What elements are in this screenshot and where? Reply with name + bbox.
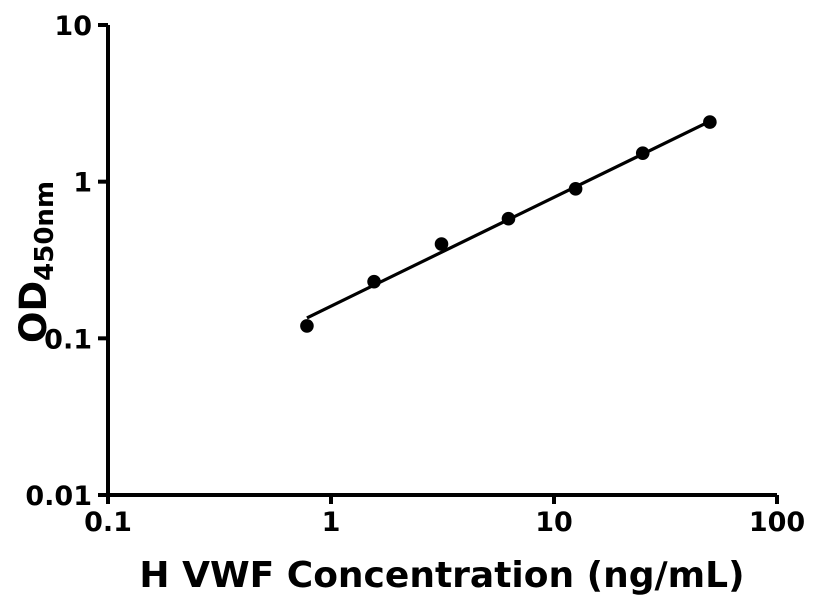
- x-tick-label: 0.1: [84, 507, 132, 538]
- data-point: [568, 182, 583, 196]
- data-point: [367, 274, 381, 289]
- x-axis-label: H VWF Concentration (ng/mL): [139, 555, 744, 596]
- x-tick-label: 100: [749, 507, 805, 538]
- axes: [106, 25, 777, 497]
- y-tick-label: 0.1: [44, 324, 92, 355]
- x-axis-ticks: 0.1 1 10 100: [84, 495, 805, 538]
- y-tick-label: 0.01: [25, 481, 92, 512]
- x-tick-label: 10: [535, 507, 573, 538]
- data-point: [434, 237, 449, 251]
- y-axis-label: OD450nm: [12, 181, 60, 343]
- y-tick-label: 10: [54, 11, 92, 42]
- y-axis-label-subscript: 450nm: [30, 181, 60, 281]
- data-point: [501, 211, 516, 226]
- data-point: [635, 146, 650, 160]
- y-axis-ticks: 0.01 0.1 1 10: [25, 11, 108, 512]
- x-tick-label: 1: [322, 507, 341, 538]
- data-point: [300, 319, 314, 333]
- data-point: [703, 115, 717, 129]
- data-series: [300, 115, 717, 333]
- axis-spines: [106, 25, 777, 497]
- y-tick-label: 1: [73, 168, 92, 199]
- y-axis-label-main: OD: [12, 281, 55, 343]
